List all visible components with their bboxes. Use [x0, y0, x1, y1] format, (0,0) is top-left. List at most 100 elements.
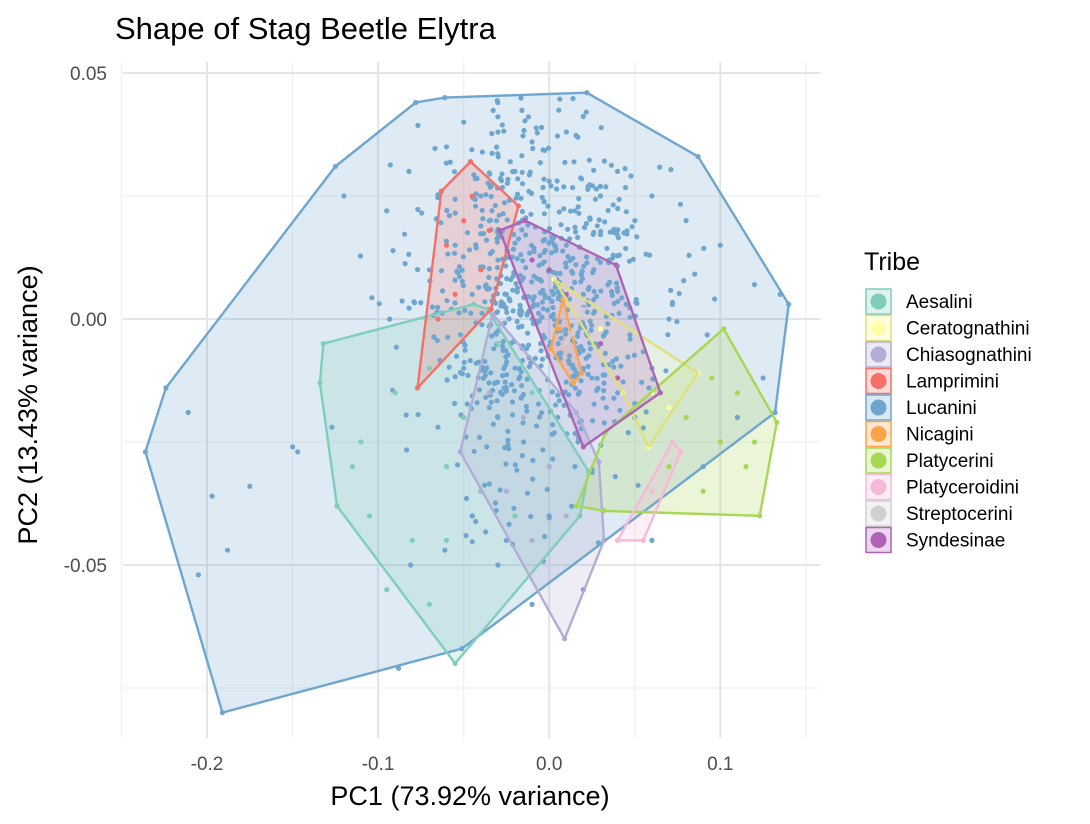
- point-lucanini: [390, 248, 396, 254]
- point-lucanini: [415, 122, 421, 128]
- point-lucanini: [500, 211, 506, 217]
- point-lucanini: [519, 107, 525, 113]
- point-lamprimini: [452, 291, 458, 297]
- point-lucanini: [519, 453, 525, 459]
- point-lucanini: [578, 279, 584, 285]
- point-lucanini: [482, 482, 488, 488]
- legend: Tribe Aesalini Ceratognathini Chiasognathi…: [864, 248, 1032, 554]
- point-aesalini: [529, 390, 535, 396]
- point-lucanini: [490, 107, 496, 113]
- point-lucanini: [526, 294, 532, 300]
- point-lucanini: [541, 259, 548, 265]
- point-lucanini: [592, 196, 599, 202]
- point-lucanini: [557, 270, 563, 277]
- legend-label: Ceratognathini: [906, 319, 1030, 340]
- point-lucanini: [473, 203, 479, 209]
- point-lucanini: [611, 364, 617, 370]
- y-axis-ticks: -0.05 0.00 0.05: [64, 64, 107, 577]
- point-lucanini: [429, 304, 436, 310]
- legend-label: Syndesinae: [906, 531, 1005, 552]
- point-lucanini: [620, 379, 626, 385]
- point-lucanini: [506, 296, 512, 302]
- point-lucanini: [665, 332, 671, 338]
- point-lucanini: [574, 333, 581, 339]
- point-lucanini: [457, 332, 464, 338]
- point-lucanini: [480, 230, 486, 237]
- point-lucanini: [589, 375, 595, 381]
- point-lucanini: [445, 334, 451, 340]
- point-lucanini: [541, 211, 548, 217]
- point-lucanini: [453, 353, 460, 359]
- point-lucanini: [512, 168, 518, 174]
- point-lucanini: [406, 305, 412, 311]
- point-aesalini: [409, 537, 415, 544]
- point-platyceroidini: [649, 488, 655, 494]
- point-lucanini: [418, 300, 424, 306]
- point-aesalini: [349, 464, 355, 470]
- point-lucanini: [589, 322, 595, 328]
- point-lucanini: [760, 375, 766, 381]
- point-lucanini: [569, 362, 576, 368]
- point-lucanini: [572, 224, 578, 230]
- point-lucanini: [488, 399, 494, 405]
- point-lucanini: [523, 265, 529, 271]
- point-lucanini: [593, 293, 600, 299]
- point-lucanini: [536, 318, 542, 324]
- point-lucanini: [623, 245, 629, 251]
- point-lucanini: [489, 131, 495, 137]
- point-lucanini: [555, 341, 561, 347]
- point-lucanini: [520, 391, 527, 398]
- point-lucanini: [604, 245, 610, 251]
- point-lucanini: [452, 210, 458, 216]
- point-lucanini: [486, 218, 492, 224]
- point-lucanini: [563, 379, 569, 385]
- point-lucanini: [580, 113, 586, 120]
- hull-fill-chiasognathini: [460, 314, 604, 639]
- point-lucanini: [586, 157, 592, 163]
- point-lucanini: [486, 274, 492, 280]
- point-lucanini: [532, 355, 539, 361]
- point-lucanini: [558, 335, 564, 341]
- point-lucanini: [341, 193, 347, 199]
- point-lucanini: [445, 251, 451, 257]
- point-lucanini: [507, 159, 513, 165]
- point-lamprimini: [443, 242, 450, 248]
- point-lucanini: [512, 462, 519, 468]
- point-lucanini: [524, 312, 530, 318]
- point-lucanini: [556, 209, 562, 215]
- point-lamprimini: [461, 218, 467, 224]
- point-lucanini: [540, 238, 546, 244]
- point-lucanini: [512, 365, 518, 371]
- hull-outline-aesalini: [318, 303, 590, 665]
- point-lucanini: [515, 176, 521, 182]
- point-lucanini: [486, 266, 492, 272]
- legend-label: Aesalini: [906, 292, 973, 313]
- point-lucanini: [482, 372, 488, 379]
- point-lucanini: [579, 176, 585, 182]
- legend-item-streptocerini: Streptocerini: [865, 500, 1013, 527]
- point-lucanini: [509, 412, 516, 418]
- point-lucanini: [494, 265, 500, 271]
- point-lucanini: [634, 300, 640, 306]
- point-lucanini: [528, 211, 534, 217]
- legend-label: Chiasognathini: [906, 345, 1032, 366]
- point-lucanini: [627, 332, 633, 338]
- point-lucanini: [494, 144, 500, 150]
- point-lucanini: [456, 274, 463, 280]
- point-lucanini: [514, 318, 520, 325]
- point-lucanini: [477, 434, 483, 440]
- point-lucanini: [591, 288, 597, 294]
- point-lucanini: [438, 268, 445, 274]
- point-lucanini: [195, 572, 201, 578]
- point-lucanini: [473, 360, 479, 366]
- point-lucanini: [584, 309, 590, 315]
- point-lucanini: [562, 159, 568, 165]
- point-lucanini: [444, 298, 450, 304]
- point-lamprimini: [478, 267, 484, 273]
- point-syndesinae: [615, 375, 621, 381]
- point-lucanini: [643, 251, 649, 257]
- point-lucanini: [415, 206, 421, 213]
- point-lucanini: [602, 372, 608, 378]
- point-lucanini: [536, 310, 542, 316]
- point-lucanini: [576, 195, 582, 202]
